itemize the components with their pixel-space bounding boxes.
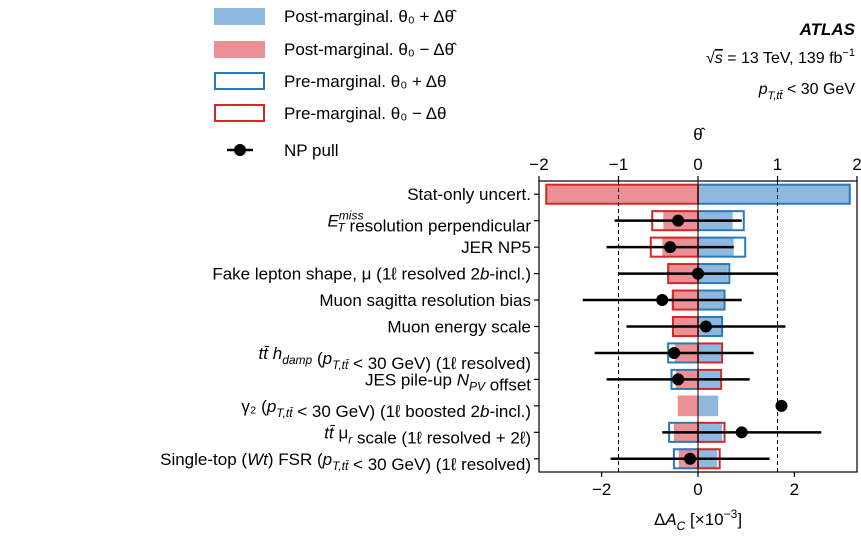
pull-point-10: [684, 452, 697, 465]
category-label-0: Stat-only uncert.: [407, 185, 531, 204]
legend-label-pull: NP pull: [284, 141, 339, 160]
x2-tick-label-0: 0: [693, 155, 702, 174]
pull-layer: [582, 214, 822, 465]
pull-point-1: [672, 214, 685, 227]
category-label-3: Fake lepton shape, μ (1ℓ resolved 2b-inc…: [212, 265, 531, 284]
legend-label-pre_up: Pre-marginal. θ₀ + Δθ: [284, 72, 447, 91]
legend-swatch-marker-pull: [234, 144, 246, 156]
x-tick-label-0: 0: [693, 480, 702, 499]
pull-point-6: [668, 346, 681, 359]
pull-point-3: [692, 267, 704, 280]
pull-point-9: [735, 426, 748, 439]
x-tick-label-2: 2: [790, 480, 799, 499]
category-label-5: Muon energy scale: [387, 318, 531, 337]
category-label-1: Emiss T resolution perpendicular: [327, 209, 531, 236]
category-label-4: Muon sagitta resolution bias: [319, 291, 531, 310]
selection-label: pT,tt̄ < 30 GeV: [758, 81, 856, 102]
x-axis-label: ΔAC [×10−3]: [654, 507, 742, 533]
category-labels: Stat-only uncert. Emiss T resolution perpe…: [160, 185, 531, 474]
category-label-9: tt̄ μr scale (1ℓ resolved + 2ℓ): [324, 423, 531, 447]
post-down-bar-8: [677, 395, 698, 417]
legend-swatch-pre_up: [214, 72, 265, 90]
x2-tick-label-1: 1: [773, 155, 782, 174]
pull-point-2: [664, 241, 677, 254]
pull-point-7: [672, 373, 685, 386]
legend: Post-marginal. θ₀ + Δθ̂ Post-marginal. θ₀…: [214, 7, 457, 160]
post-up-bar-8: [698, 395, 719, 417]
post-up-bar-0: [698, 183, 850, 205]
x2-tick-label-2: 2: [852, 155, 861, 174]
category-label-6: tt̄ hdamp (pT,tt̄ < 30 GeV) (1ℓ resolved…: [259, 344, 531, 373]
category-label-2: JER NP5: [461, 238, 531, 257]
category-label-8: γ₂ (pT,tt̄ < 30 GeV) (1ℓ boosted 2b-incl…: [241, 397, 531, 421]
atlas-label: ATLAS: [799, 20, 856, 39]
legend-label-post_down: Post-marginal. θ₀ − Δθ̂: [284, 40, 457, 59]
pull-point-8: [775, 399, 788, 412]
axes: −2 0 2 −2 −1 0 1 2: [529, 155, 861, 499]
x-tick-label--2: −2: [592, 480, 611, 499]
post-down-bar-0: [546, 183, 698, 205]
x2-axis-label: θ̂: [693, 125, 705, 144]
x2-tick-label--2: −2: [529, 155, 548, 174]
legend-label-post_up: Post-marginal. θ₀ + Δθ̂: [284, 7, 457, 26]
legend-label-pre_down: Pre-marginal. θ₀ − Δθ: [284, 104, 447, 123]
energy-lumi-label: √s = 13 TeV, 139 fb−1: [706, 47, 855, 67]
pull-point-4: [656, 294, 669, 307]
pull-point-5: [699, 320, 712, 333]
category-label-7: JES pile-up NPV offset: [365, 370, 531, 394]
legend-swatch-pre_down: [214, 104, 265, 122]
legend-swatch-post_up: [214, 8, 265, 25]
x2-tick-label--1: −1: [609, 155, 628, 174]
category-label-10: Single-top (Wt) FSR (pT,tt̄ < 30 GeV) (1…: [160, 450, 531, 474]
legend-swatch-post_down: [214, 41, 265, 58]
